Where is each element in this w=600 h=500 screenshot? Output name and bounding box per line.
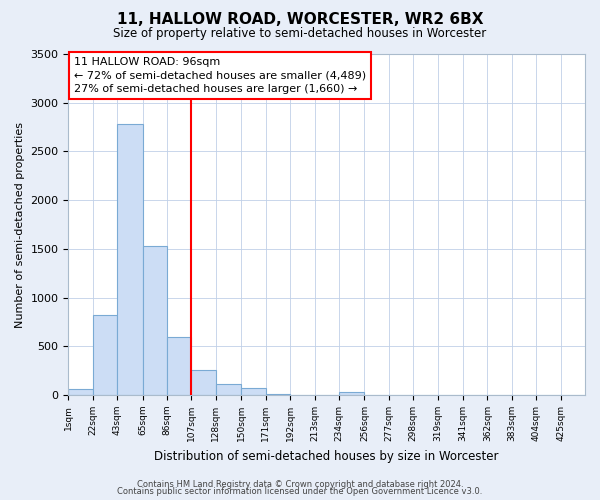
Y-axis label: Number of semi-detached properties: Number of semi-detached properties: [15, 122, 25, 328]
X-axis label: Distribution of semi-detached houses by size in Worcester: Distribution of semi-detached houses by …: [154, 450, 499, 462]
Bar: [216, 384, 241, 395]
Bar: [167, 336, 191, 395]
Bar: [117, 124, 143, 395]
Text: 11, HALLOW ROAD, WORCESTER, WR2 6BX: 11, HALLOW ROAD, WORCESTER, WR2 6BX: [117, 12, 483, 28]
Bar: [266, 394, 290, 395]
Bar: [339, 392, 364, 395]
Bar: [143, 246, 167, 395]
Bar: [93, 315, 117, 395]
Text: Size of property relative to semi-detached houses in Worcester: Size of property relative to semi-detach…: [113, 28, 487, 40]
Text: 11 HALLOW ROAD: 96sqm
← 72% of semi-detached houses are smaller (4,489)
27% of s: 11 HALLOW ROAD: 96sqm ← 72% of semi-deta…: [74, 58, 365, 94]
Bar: [191, 370, 216, 395]
Bar: [68, 389, 93, 395]
Bar: [241, 388, 266, 395]
Text: Contains public sector information licensed under the Open Government Licence v3: Contains public sector information licen…: [118, 488, 482, 496]
Text: Contains HM Land Registry data © Crown copyright and database right 2024.: Contains HM Land Registry data © Crown c…: [137, 480, 463, 489]
